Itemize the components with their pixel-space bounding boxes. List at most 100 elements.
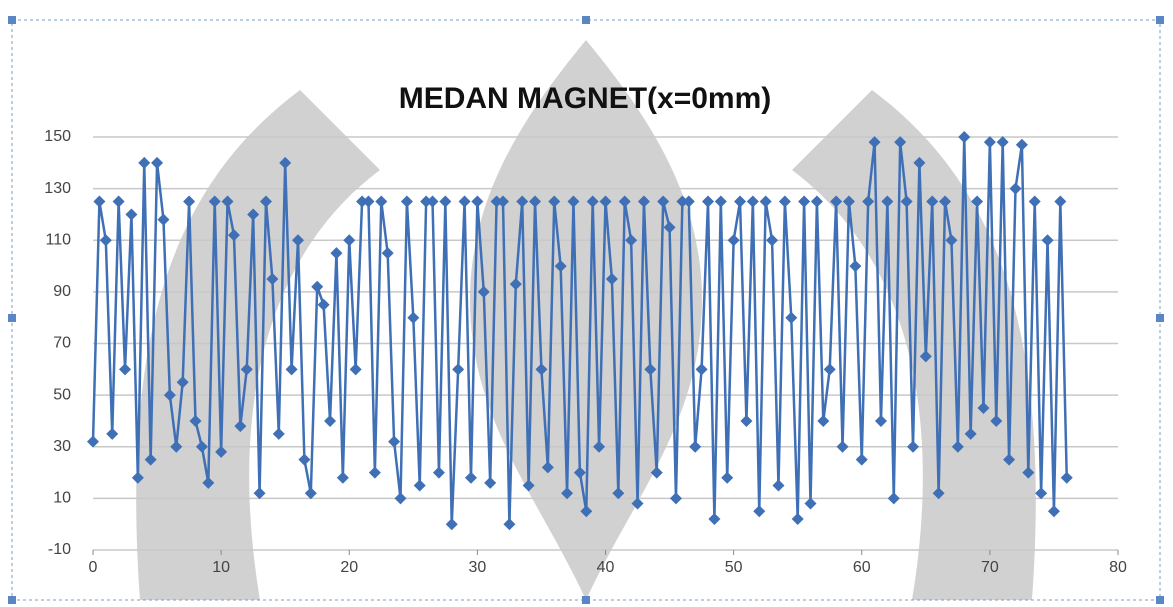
data-point [586,195,599,208]
data-point [939,195,952,208]
x-tick-label: 60 [853,559,871,576]
data-point [1028,195,1041,208]
data-point [573,466,586,479]
data-point [247,208,260,221]
data-point [804,497,817,510]
data-point [349,363,362,376]
data-point [894,136,907,149]
data-point [343,234,356,247]
data-point [336,471,349,484]
data-point [766,234,779,247]
data-point [650,466,663,479]
data-point [874,414,887,427]
x-tick-label: 0 [89,559,98,576]
data-point [810,195,823,208]
data-point [522,479,535,492]
data-point [1003,453,1016,466]
data-point [817,414,830,427]
data-point [426,195,439,208]
data-point [317,298,330,311]
data-point [887,492,900,505]
data-point [362,195,375,208]
data-point [637,195,650,208]
data-point [1060,471,1073,484]
data-point [227,229,240,242]
data-point [285,363,298,376]
data-point [919,350,932,363]
data-point [669,492,682,505]
data-point [330,247,343,260]
data-point [977,402,990,415]
data-point [881,195,894,208]
data-point [727,234,740,247]
data-point [266,272,279,285]
data-point [356,195,369,208]
data-point [464,471,477,484]
resize-handles [8,16,1164,604]
data-point [497,195,509,208]
data-point [189,414,202,427]
x-tick-label: 10 [212,559,230,576]
data-point [163,389,176,402]
data-point [157,213,170,226]
data-point [561,487,574,500]
x-tick-label: 80 [1109,559,1127,576]
data-point [554,260,567,273]
data-point [862,195,875,208]
data-point [221,195,234,208]
data-point [599,195,612,208]
y-tick-label: 30 [53,438,71,455]
data-point [516,195,529,208]
data-point [93,195,106,208]
data-point [445,518,458,531]
data-point [900,195,913,208]
data-point [644,363,657,376]
data-point [1041,234,1054,247]
data-point [529,195,542,208]
data-point [842,195,855,208]
data-point [759,195,772,208]
data-point [490,195,503,208]
data-point [791,513,804,526]
data-point [400,195,413,208]
y-tick-label: 90 [53,283,71,300]
x-tick-label: 20 [340,559,358,576]
data-point [183,195,196,208]
y-tick-label: 50 [53,386,71,403]
data-point [676,195,689,208]
data-point [477,285,490,298]
data-point [951,440,964,453]
data-point [304,487,317,500]
data-point [119,363,132,376]
x-tick-label: 40 [597,559,615,576]
data-point [785,311,798,324]
data-point [932,487,945,500]
data-point [131,471,144,484]
data-point [964,427,977,440]
y-tick-label: -10 [48,541,71,558]
data-point [740,414,753,427]
data-point [734,195,747,208]
data-point [259,195,272,208]
data-point [830,195,843,208]
data-point [1022,466,1035,479]
chart-title: MEDAN MAGNET(x=0mm) [399,82,772,115]
data-point [151,156,164,169]
x-tick-label: 70 [981,559,999,576]
data-point [798,195,811,208]
data-point [407,311,420,324]
y-tick-label: 70 [53,335,71,352]
data-point [836,440,849,453]
data-point [87,435,99,448]
data-point [823,363,836,376]
data-point [106,427,119,440]
data-point [541,461,554,474]
data-point [144,453,157,466]
data-point [695,363,708,376]
data-point [99,234,112,247]
data-point [1047,505,1060,518]
data-point [996,136,1009,149]
y-tick-label: 130 [44,180,71,197]
data-point [753,505,766,518]
